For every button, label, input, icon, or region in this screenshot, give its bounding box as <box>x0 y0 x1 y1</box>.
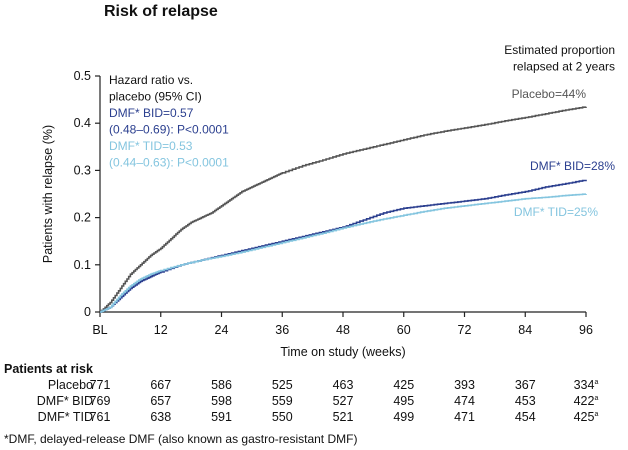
y-tick-label: 0.3 <box>74 163 91 177</box>
series-line-1 <box>100 179 587 313</box>
risk-cell: 769 <box>89 394 111 408</box>
hr-tid: (0.44–0.63): P<0.0001 <box>109 156 229 170</box>
risk-cell: 598 <box>211 394 232 408</box>
hr-header: placebo (95% CI) <box>109 90 202 104</box>
y-tick-label: 0.4 <box>74 116 91 130</box>
risk-cell: 527 <box>332 394 354 408</box>
hr-bid: DMF* BID=0.57 <box>109 106 194 120</box>
series-line-0 <box>100 106 587 313</box>
chart-title: Risk of relapse <box>104 3 218 20</box>
risk-cell: 471 <box>454 410 475 424</box>
x-tick-label: 12 <box>154 323 168 337</box>
y-tick-label: 0.5 <box>74 69 91 83</box>
y-tick-label: 0.2 <box>74 211 91 225</box>
risk-cell: 550 <box>271 410 293 424</box>
footnote: *DMF, delayed-release DMF (also known as… <box>4 432 358 446</box>
risk-cell: 334a <box>573 378 599 392</box>
risk-cell: 463 <box>332 378 354 392</box>
risk-superscript: a <box>594 378 599 386</box>
risk-superscript: a <box>594 394 599 402</box>
risk-superscript: a <box>594 410 599 418</box>
hr-tid: DMF* TID=0.53 <box>109 139 193 153</box>
x-axis-title: Time on study (weeks) <box>280 345 405 359</box>
risk-cell: 495 <box>393 394 415 408</box>
risk-cell: 393 <box>454 378 475 392</box>
bid-end-label: DMF* BID=28% <box>530 159 615 173</box>
risk-row-label: DMF* BID <box>36 394 93 408</box>
x-tick-label: 60 <box>397 323 411 337</box>
x-tick-label: 72 <box>458 323 472 337</box>
placebo-end-label: Placebo=44% <box>512 87 587 101</box>
annotations: Hazard ratio vs. placebo (95% CI) DMF* BID… <box>109 43 615 219</box>
risk-cell: 559 <box>271 394 293 408</box>
x-tick-label: 36 <box>275 323 289 337</box>
risk-cell: 667 <box>150 378 172 392</box>
risk-cell: 474 <box>454 394 475 408</box>
x-tick-label: 84 <box>518 323 532 337</box>
x-tick-label: 96 <box>579 323 593 337</box>
risk-row-label: DMF* TID <box>37 410 93 424</box>
risk-row-label: Placebo <box>47 378 93 392</box>
x-tick-label: BL <box>92 323 107 337</box>
x-tick-label: 48 <box>336 323 350 337</box>
risk-cell: 453 <box>514 394 536 408</box>
risk-table-title: Patients at risk <box>4 362 93 376</box>
risk-cell: 771 <box>89 378 111 392</box>
x-tick-label: 24 <box>215 323 229 337</box>
hr-header: Hazard ratio vs. <box>109 73 193 87</box>
risk-cell: 425a <box>573 410 599 424</box>
y-tick-label: 0.1 <box>74 258 91 272</box>
series-line-2 <box>100 193 587 313</box>
risk-cell: 657 <box>150 394 172 408</box>
risk-cell: 454 <box>514 410 536 424</box>
series-lines <box>100 106 587 313</box>
risk-cell: 425 <box>393 378 415 392</box>
risk-cell: 521 <box>332 410 354 424</box>
risk-cell: 586 <box>211 378 232 392</box>
tid-end-label: DMF* TID=25% <box>514 205 598 219</box>
y-axis-title: Patients with relapse (%) <box>41 125 55 263</box>
risk-cell: 367 <box>514 378 536 392</box>
est-header: relapsed at 2 years <box>513 60 615 74</box>
risk-cell: 499 <box>393 410 415 424</box>
risk-cell: 422a <box>573 394 599 408</box>
risk-cell: 591 <box>211 410 232 424</box>
risk-cell: 761 <box>89 410 111 424</box>
km-chart: 0 0.1 0.2 0.3 0.4 0.5 BL 12 24 36 48 60 72 84 96 Time o… <box>41 43 615 359</box>
hr-bid: (0.48–0.69): P<0.0001 <box>109 123 229 137</box>
risk-cell: 525 <box>271 378 293 392</box>
axes: 0 0.1 0.2 0.3 0.4 0.5 BL 12 24 36 48 60 72 84 96 Time o… <box>41 69 593 359</box>
est-header: Estimated proportion <box>504 43 615 57</box>
y-tick-label: 0 <box>84 305 91 319</box>
risk-cell: 638 <box>150 410 172 424</box>
